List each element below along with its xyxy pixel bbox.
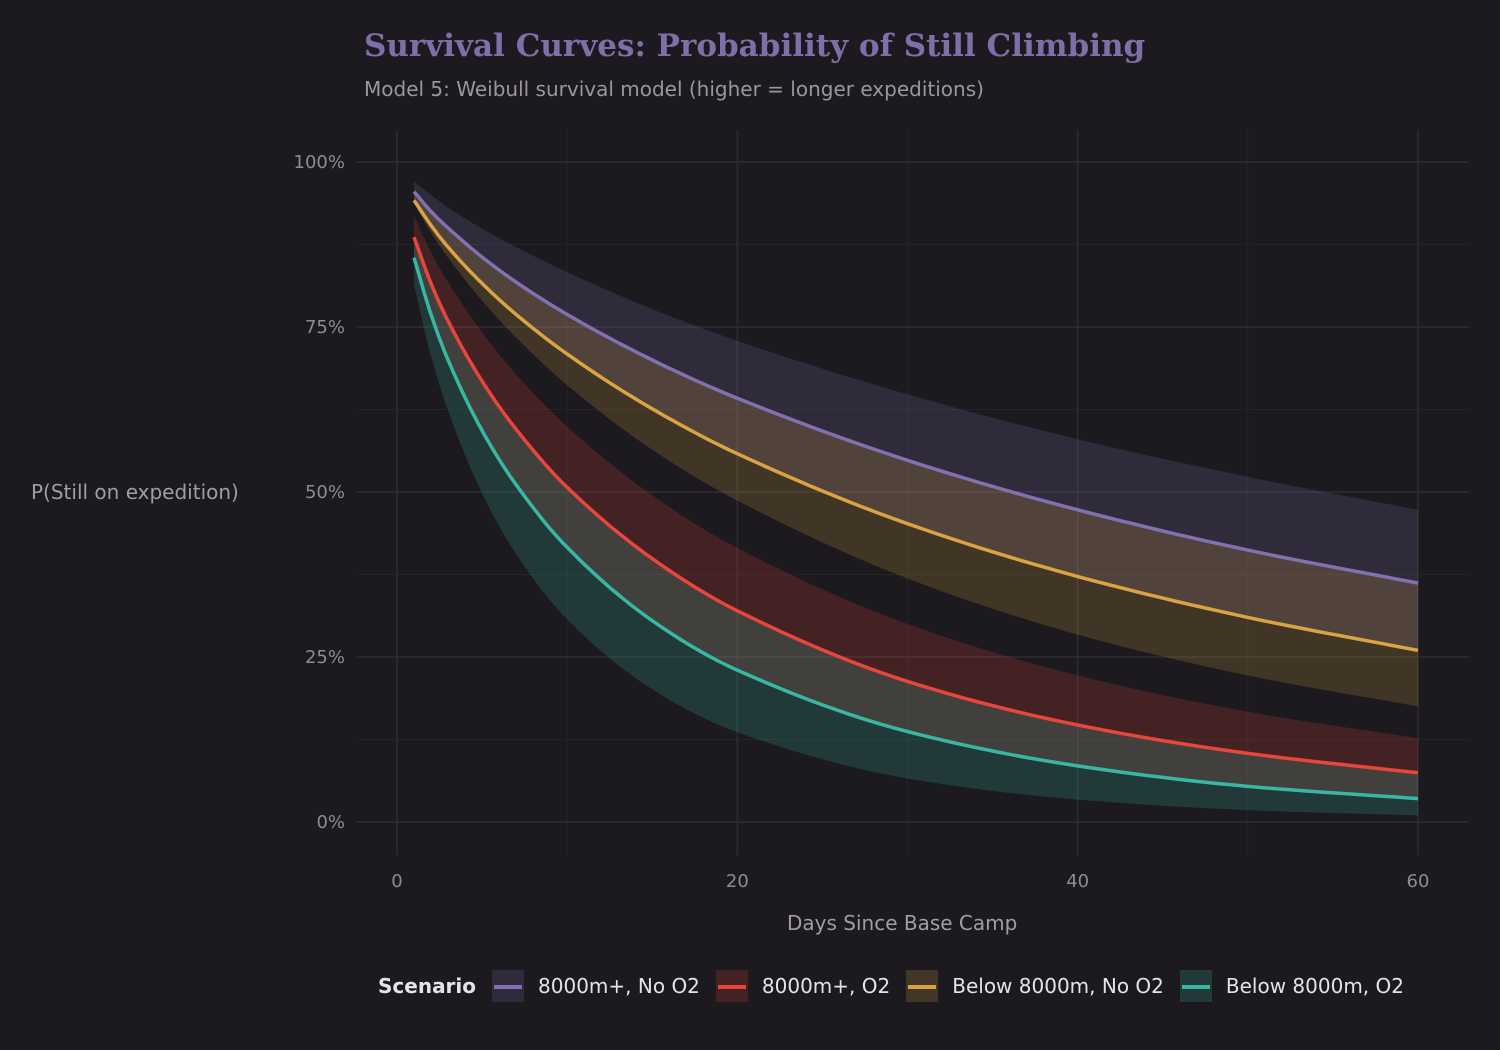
legend-line-swatch [908,985,937,989]
legend-label: 8000m+, O2 [761,974,891,998]
chart-subtitle: Model 5: Weibull survival model (higher … [364,77,984,101]
x-tick-label: 0 [391,871,402,892]
legend-key [1179,970,1212,1002]
legend-key [906,970,939,1002]
y-tick-label: 25% [305,647,345,668]
ribbon-band [414,191,1418,707]
legend-item: 8000m+, No O2 [492,970,700,1002]
series-line [412,199,1419,653]
x-tick-label: 60 [1407,871,1430,892]
legend-label: Below 8000m, O2 [1225,974,1404,998]
legend-item: 8000m+, O2 [715,970,891,1002]
y-tick-label: 50% [305,482,345,503]
x-tick-label: 40 [1066,871,1089,892]
y-tick-label: 75% [305,317,345,338]
series-line [412,236,1419,775]
legend-line-swatch [494,985,523,989]
x-axis-label: Days Since Base Camp [787,911,1018,935]
legend-key [715,970,748,1002]
series-line [412,190,1419,585]
legend-label: 8000m+, No O2 [538,974,700,998]
legend-item: Below 8000m, O2 [1179,970,1404,1002]
legend-line-swatch [717,985,746,989]
y-tick-label: 0% [316,812,345,833]
legend-title: Scenario [378,974,477,998]
y-tick-label: 100% [294,152,345,173]
ribbon-band [414,216,1418,799]
legend-line-swatch [1181,985,1210,989]
chart-title: Survival Curves: Probability of Still Cl… [364,28,1146,64]
series-line [412,257,1419,801]
legend: Scenario 8000m+, No O2 8000m+, O2 Below 80… [378,970,1420,1002]
legend-key [492,970,525,1002]
x-tick-label: 20 [726,871,749,892]
legend-label: Below 8000m, No O2 [952,974,1164,998]
y-axis-label: P(Still on expedition) [31,480,239,504]
ribbon-band [414,237,1418,816]
legend-item: Below 8000m, No O2 [906,970,1164,1002]
